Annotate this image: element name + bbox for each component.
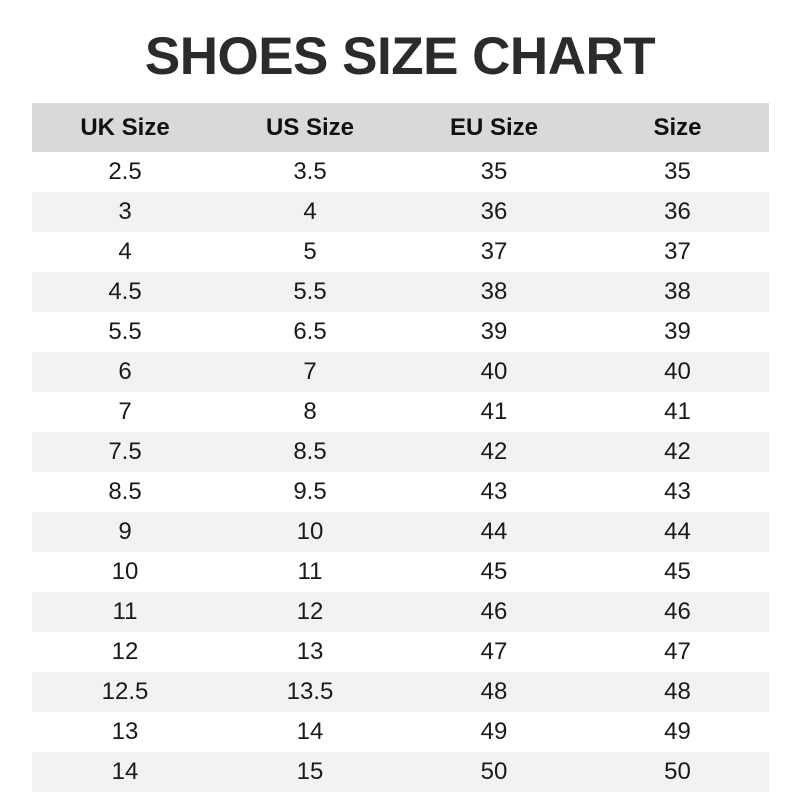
cell-us-size: 15 bbox=[218, 752, 402, 792]
cell-size: 39 bbox=[586, 312, 769, 352]
cell-us-size: 4 bbox=[218, 192, 402, 232]
cell-eu-size: 47 bbox=[402, 632, 586, 672]
cell-uk-size: 12.5 bbox=[32, 672, 218, 712]
cell-size: 36 bbox=[586, 192, 769, 232]
cell-us-size: 7 bbox=[218, 352, 402, 392]
table-row: 4.5 5.5 38 38 bbox=[32, 272, 769, 312]
cell-eu-size: 48 bbox=[402, 672, 586, 712]
cell-size: 38 bbox=[586, 272, 769, 312]
table-row: 8.5 9.5 43 43 bbox=[32, 472, 769, 512]
cell-size: 43 bbox=[586, 472, 769, 512]
cell-uk-size: 8.5 bbox=[32, 472, 218, 512]
table-row: 5.5 6.5 39 39 bbox=[32, 312, 769, 352]
cell-eu-size: 44 bbox=[402, 512, 586, 552]
table-row: 12.5 13.5 48 48 bbox=[32, 672, 769, 712]
table-row: 2.5 3.5 35 35 bbox=[32, 152, 769, 192]
cell-eu-size: 35 bbox=[402, 152, 586, 192]
cell-us-size: 10 bbox=[218, 512, 402, 552]
cell-size: 45 bbox=[586, 552, 769, 592]
cell-size: 47 bbox=[586, 632, 769, 672]
cell-us-size: 12 bbox=[218, 592, 402, 632]
table-row: 9 10 44 44 bbox=[32, 512, 769, 552]
table-row: 11 12 46 46 bbox=[32, 592, 769, 632]
cell-eu-size: 45 bbox=[402, 552, 586, 592]
table-row: 7 8 41 41 bbox=[32, 392, 769, 432]
cell-eu-size: 41 bbox=[402, 392, 586, 432]
cell-uk-size: 6 bbox=[32, 352, 218, 392]
table-row: 3 4 36 36 bbox=[32, 192, 769, 232]
cell-us-size: 14 bbox=[218, 712, 402, 752]
cell-size: 35 bbox=[586, 152, 769, 192]
cell-uk-size: 9 bbox=[32, 512, 218, 552]
cell-us-size: 13.5 bbox=[218, 672, 402, 712]
cell-us-size: 8.5 bbox=[218, 432, 402, 472]
cell-size: 42 bbox=[586, 432, 769, 472]
cell-eu-size: 36 bbox=[402, 192, 586, 232]
cell-us-size: 3.5 bbox=[218, 152, 402, 192]
cell-us-size: 8 bbox=[218, 392, 402, 432]
cell-size: 48 bbox=[586, 672, 769, 712]
table-row: 6 7 40 40 bbox=[32, 352, 769, 392]
table-row: 13 14 49 49 bbox=[32, 712, 769, 752]
table-row: 14 15 50 50 bbox=[32, 752, 769, 792]
table-header-row: UK Size US Size EU Size Size bbox=[32, 103, 769, 152]
cell-uk-size: 13 bbox=[32, 712, 218, 752]
cell-uk-size: 5.5 bbox=[32, 312, 218, 352]
cell-eu-size: 40 bbox=[402, 352, 586, 392]
table-row: 7.5 8.5 42 42 bbox=[32, 432, 769, 472]
cell-uk-size: 14 bbox=[32, 752, 218, 792]
cell-size: 50 bbox=[586, 752, 769, 792]
cell-uk-size: 3 bbox=[32, 192, 218, 232]
cell-us-size: 13 bbox=[218, 632, 402, 672]
page-title: SHOES SIZE CHART bbox=[144, 27, 656, 86]
cell-eu-size: 42 bbox=[402, 432, 586, 472]
cell-size: 40 bbox=[586, 352, 769, 392]
column-header-size: Size bbox=[586, 103, 769, 152]
column-header-uk-size: UK Size bbox=[32, 103, 218, 152]
table-row: 10 11 45 45 bbox=[32, 552, 769, 592]
cell-uk-size: 2.5 bbox=[32, 152, 218, 192]
size-chart-table: UK Size US Size EU Size Size 2.5 3.5 35 … bbox=[32, 103, 769, 792]
column-header-us-size: US Size bbox=[218, 103, 402, 152]
cell-uk-size: 7 bbox=[32, 392, 218, 432]
table-body: 2.5 3.5 35 35 3 4 36 36 4 5 37 37 4.5 5.… bbox=[32, 152, 769, 792]
column-header-eu-size: EU Size bbox=[402, 103, 586, 152]
table-header: UK Size US Size EU Size Size bbox=[32, 103, 769, 152]
cell-eu-size: 38 bbox=[402, 272, 586, 312]
cell-size: 46 bbox=[586, 592, 769, 632]
cell-size: 44 bbox=[586, 512, 769, 552]
table-row: 12 13 47 47 bbox=[32, 632, 769, 672]
cell-uk-size: 4.5 bbox=[32, 272, 218, 312]
cell-us-size: 6.5 bbox=[218, 312, 402, 352]
cell-uk-size: 11 bbox=[32, 592, 218, 632]
cell-eu-size: 39 bbox=[402, 312, 586, 352]
cell-eu-size: 49 bbox=[402, 712, 586, 752]
cell-uk-size: 12 bbox=[32, 632, 218, 672]
cell-size: 41 bbox=[586, 392, 769, 432]
cell-uk-size: 10 bbox=[32, 552, 218, 592]
cell-uk-size: 7.5 bbox=[32, 432, 218, 472]
cell-uk-size: 4 bbox=[32, 232, 218, 272]
cell-eu-size: 37 bbox=[402, 232, 586, 272]
table-row: 4 5 37 37 bbox=[32, 232, 769, 272]
cell-us-size: 5 bbox=[218, 232, 402, 272]
cell-eu-size: 43 bbox=[402, 472, 586, 512]
cell-us-size: 9.5 bbox=[218, 472, 402, 512]
cell-size: 49 bbox=[586, 712, 769, 752]
cell-us-size: 11 bbox=[218, 552, 402, 592]
cell-eu-size: 46 bbox=[402, 592, 586, 632]
cell-us-size: 5.5 bbox=[218, 272, 402, 312]
cell-size: 37 bbox=[586, 232, 769, 272]
cell-eu-size: 50 bbox=[402, 752, 586, 792]
